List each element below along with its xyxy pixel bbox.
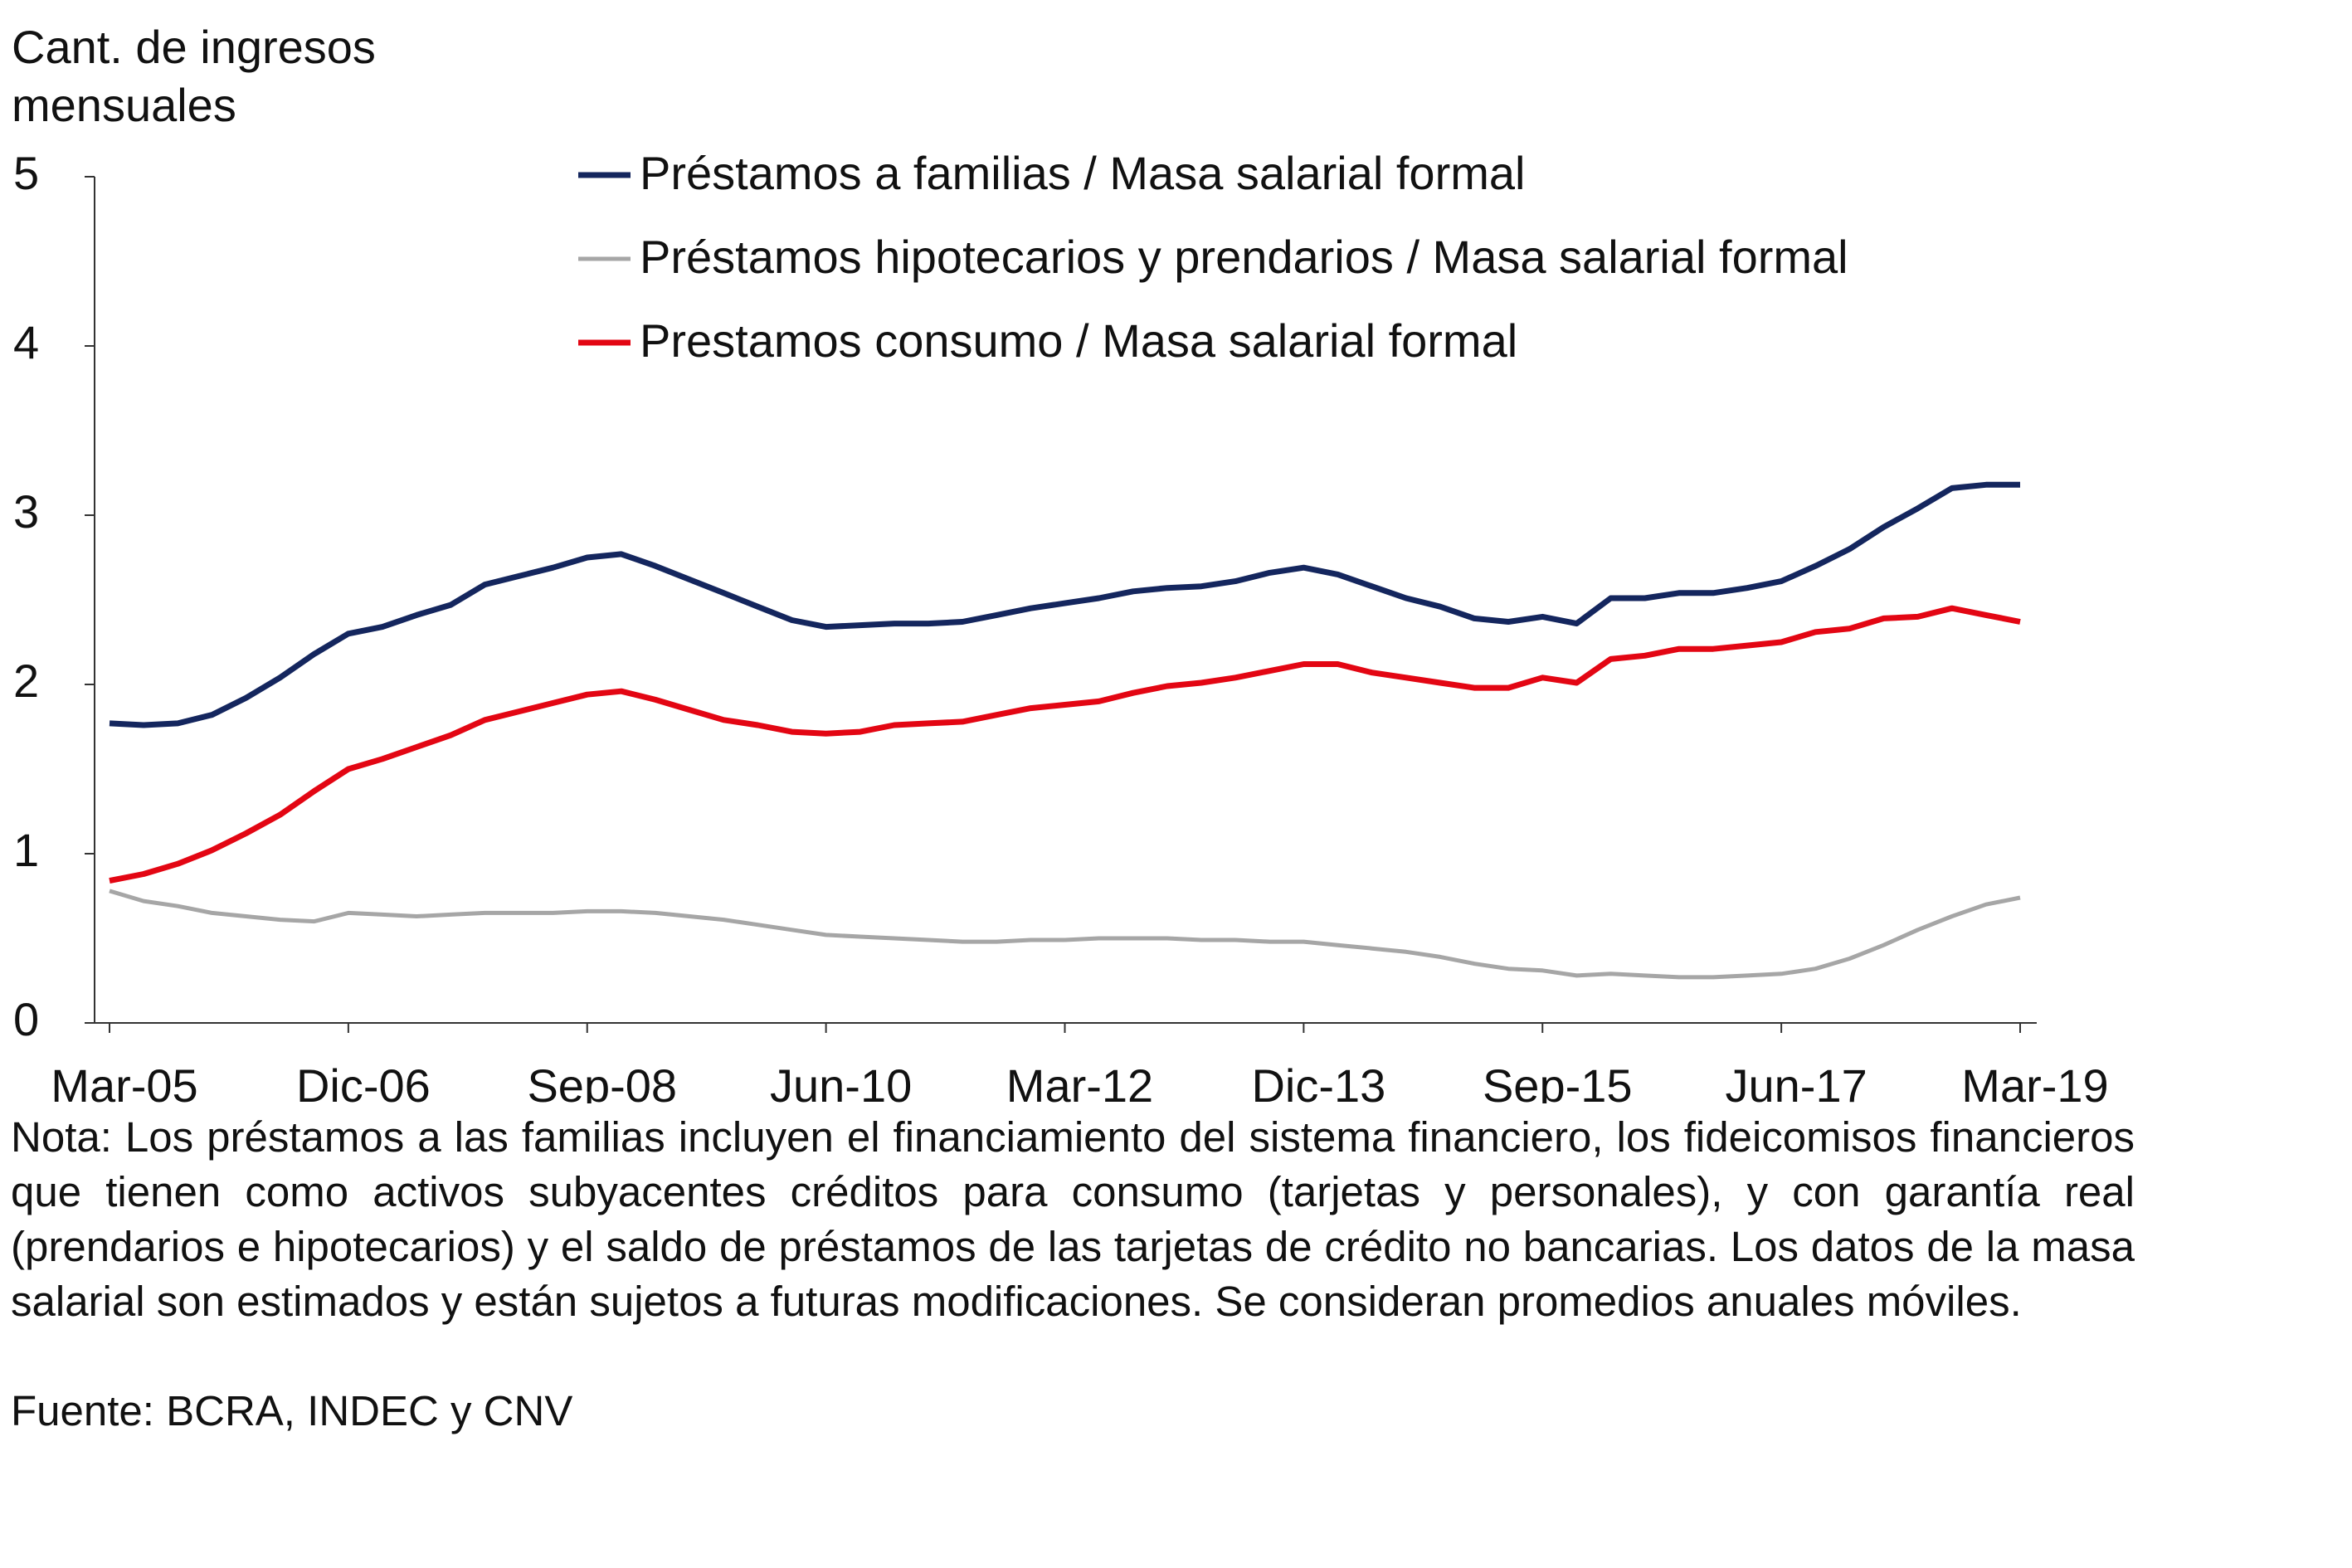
x-tick-label: Jun-10 [770, 1059, 912, 1103]
x-tick-label: Dic-13 [1251, 1059, 1385, 1103]
x-tick-label: Mar-12 [1006, 1059, 1153, 1103]
x-tick-label: Mar-05 [51, 1059, 197, 1103]
x-tick-label: Sep-15 [1483, 1059, 1633, 1103]
x-tick-label: Jun-17 [1726, 1059, 1867, 1103]
source: Fuente: BCRA, INDEC y CNV [11, 1387, 573, 1434]
x-tick-label: Mar-19 [1961, 1059, 2108, 1103]
y-tick-label: 3 [13, 485, 39, 538]
y-tick-label: 2 [13, 655, 39, 707]
series-line [109, 889, 2021, 980]
x-tick-label: Dic-06 [296, 1059, 431, 1103]
y-tick-label: 4 [13, 316, 39, 368]
y-tick-label: 1 [13, 824, 39, 876]
note: Nota: Los préstamos a las familias inclu… [11, 1113, 2135, 1325]
y-tick-label: 5 [13, 147, 39, 199]
y-axis-label: Cant. de ingresos mensuales [12, 21, 376, 131]
legend-label: Préstamos a familias / Masa salarial for… [640, 147, 1525, 199]
legend-label: Prestamos consumo / Masa salarial formal [640, 314, 1517, 367]
chart: 0 1 2 3 4 5 Mar-05 Dic-06 Sep-08 Jun-10 Mar-12 Dic-… [13, 147, 2109, 1103]
series-line [109, 605, 2021, 884]
x-tick-label: Sep-08 [527, 1059, 677, 1103]
y-tick-label: 0 [13, 993, 39, 1045]
series-line [109, 481, 2020, 728]
legend-label: Préstamos hipotecarios y prendarios / Ma… [640, 231, 1848, 283]
